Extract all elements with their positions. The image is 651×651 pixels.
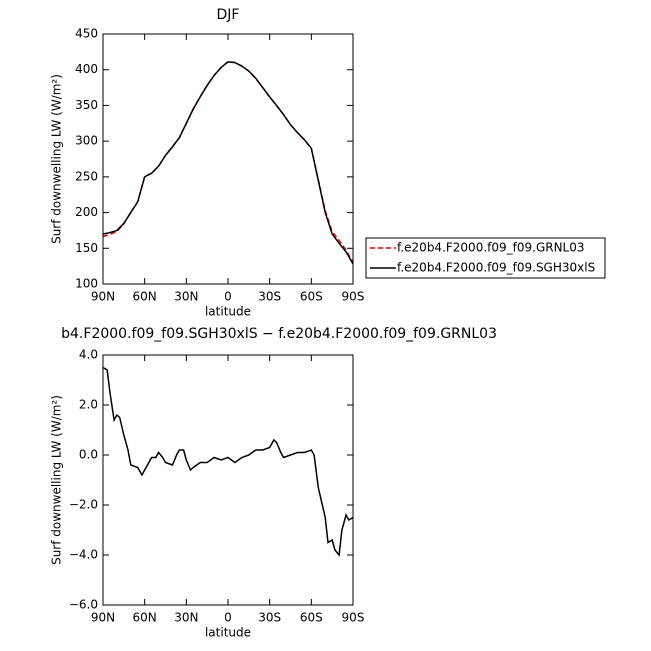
x-tick-label: 60N — [133, 290, 157, 304]
y-tick-label: 400 — [75, 62, 98, 76]
x-tick-label: 90N — [91, 290, 115, 304]
x-tick-label: 0 — [224, 611, 232, 625]
y-tick-label: 300 — [75, 134, 98, 148]
chart-title: b4.F2000.f09_f09.SGH30xlS − f.e20b4.F200… — [61, 326, 497, 342]
x-tick-label: 30S — [258, 611, 281, 625]
chart-title: DJF — [217, 7, 240, 23]
x-axis-label: latitude — [205, 626, 251, 640]
y-tick-label: 2.0 — [79, 398, 98, 412]
y-tick-label: 450 — [75, 27, 98, 41]
data-line — [102, 61, 354, 265]
y-tick-label: 0.0 — [79, 448, 98, 462]
x-tick-label: 90S — [342, 290, 365, 304]
y-axis-label: Surf downwelling LW (W/m²) — [50, 395, 64, 565]
y-tick-label: 100 — [75, 277, 98, 291]
y-tick-label: 4.0 — [79, 348, 98, 362]
x-tick-label: 30S — [258, 290, 281, 304]
y-tick-label: −4.0 — [69, 548, 98, 562]
y-tick-label: 250 — [75, 169, 98, 183]
x-tick-label: 30N — [174, 611, 198, 625]
x-tick-label: 60S — [300, 611, 323, 625]
y-tick-label: −2.0 — [69, 498, 98, 512]
x-tick-label: 90S — [342, 611, 365, 625]
data-line — [102, 366, 354, 557]
x-tick-label: 90N — [91, 611, 115, 625]
y-tick-label: 150 — [75, 241, 98, 255]
y-axis-label: Surf downwelling LW (W/m²) — [50, 74, 64, 244]
y-tick-label: −6.0 — [69, 598, 98, 612]
plot-frame — [102, 354, 354, 606]
x-tick-label: 60S — [300, 290, 323, 304]
legend-label: f.e20b4.F2000.f09_f09.GRNL03 — [397, 241, 585, 255]
x-axis-label: latitude — [205, 305, 251, 319]
x-tick-label: 0 — [224, 290, 232, 304]
y-tick-label: 200 — [75, 205, 98, 219]
x-tick-label: 60N — [133, 611, 157, 625]
legend-label: f.e20b4.F2000.f09_f09.SGH30xlS — [397, 261, 595, 275]
data-line — [102, 61, 354, 263]
x-tick-label: 30N — [174, 290, 198, 304]
legend-box — [365, 237, 606, 279]
plot-frame — [102, 33, 354, 285]
y-tick-label: 350 — [75, 98, 98, 112]
